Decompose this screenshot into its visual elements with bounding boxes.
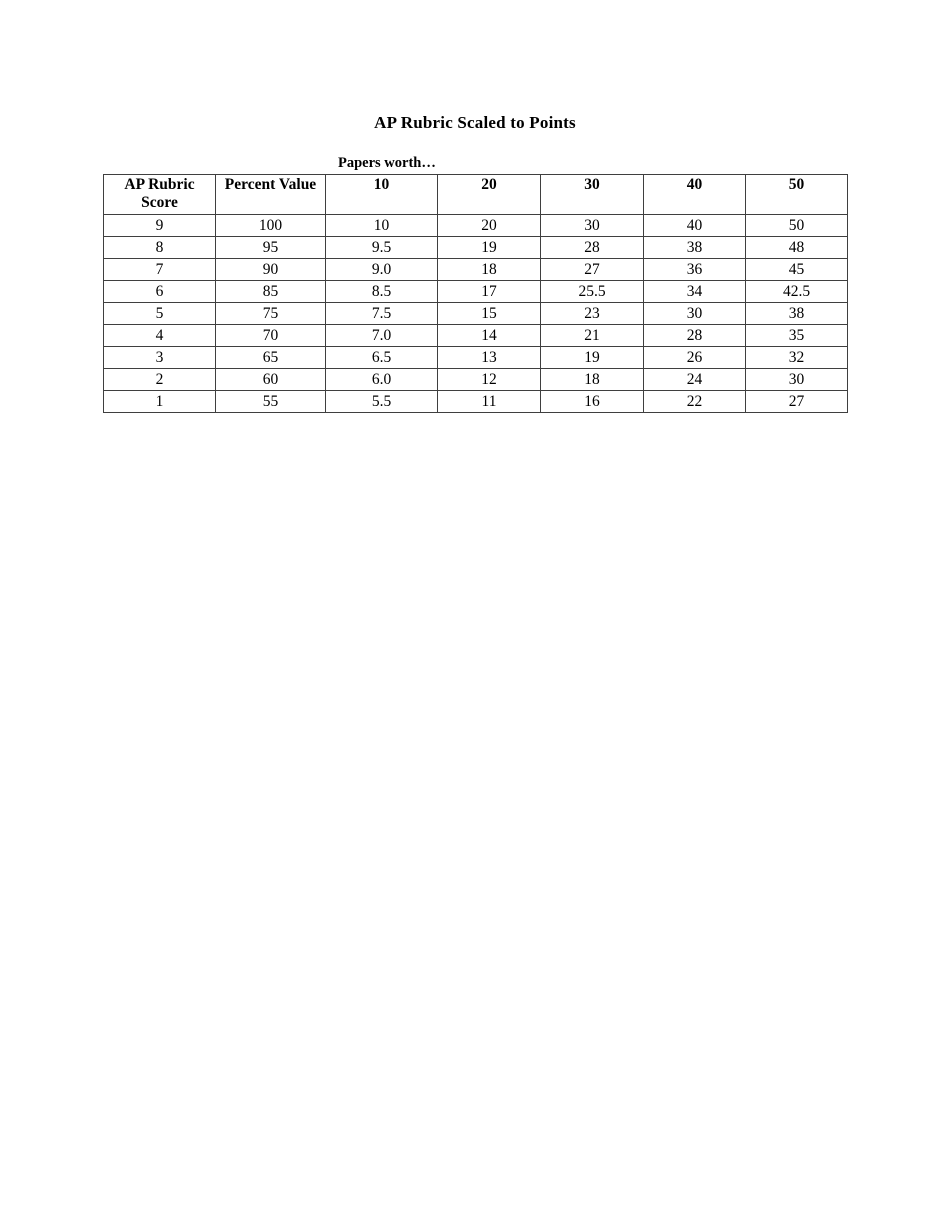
table-cell: 28 xyxy=(540,236,644,259)
table-cell: 19 xyxy=(540,346,644,369)
table-cell: 15 xyxy=(437,302,541,325)
table-cell: 12 xyxy=(437,368,541,391)
page-title: AP Rubric Scaled to Points xyxy=(374,113,576,132)
table-cell: 48 xyxy=(745,236,848,259)
table-row: 6 85 8.5 17 25.5 34 42.5 xyxy=(103,280,848,303)
table-cell: 26 xyxy=(643,346,746,369)
column-header: AP Rubric Score xyxy=(103,174,216,215)
table-cell: 9 xyxy=(103,214,216,237)
table-header-row: AP Rubric Score Percent Value 10 20 30 4… xyxy=(103,174,848,215)
table-cell: 8 xyxy=(103,236,216,259)
table-cell: 30 xyxy=(745,368,848,391)
table-cell: 6 xyxy=(103,280,216,303)
table-cell: 6.5 xyxy=(325,346,438,369)
column-header: 20 xyxy=(437,174,541,215)
table-cell: 85 xyxy=(215,280,326,303)
table-cell: 25.5 xyxy=(540,280,644,303)
table-cell: 17 xyxy=(437,280,541,303)
table-cell: 50 xyxy=(745,214,848,237)
table-cell: 18 xyxy=(437,258,541,281)
table-cell: 32 xyxy=(745,346,848,369)
table-cell: 24 xyxy=(643,368,746,391)
column-header: Percent Value xyxy=(215,174,326,215)
table-cell: 34 xyxy=(643,280,746,303)
rubric-table-section: Papers worth… AP Rubric Score Percent Va… xyxy=(103,155,848,413)
table-cell: 8.5 xyxy=(325,280,438,303)
table-cell: 38 xyxy=(745,302,848,325)
table-row: 1 55 5.5 11 16 22 27 xyxy=(103,390,848,413)
table-cell: 9.5 xyxy=(325,236,438,259)
table-cell: 42.5 xyxy=(745,280,848,303)
table-cell: 20 xyxy=(437,214,541,237)
column-header: 30 xyxy=(540,174,644,215)
table-body: 9 100 10 20 30 40 50 8 95 9.5 19 28 38 48 7 90 9.0 18 27 36… xyxy=(103,214,848,413)
table-cell: 7.5 xyxy=(325,302,438,325)
column-header: 10 xyxy=(325,174,438,215)
table-cell: 7.0 xyxy=(325,324,438,347)
table-cell: 90 xyxy=(215,258,326,281)
table-cell: 1 xyxy=(103,390,216,413)
table-caption: Papers worth… xyxy=(338,155,436,171)
table-cell: 60 xyxy=(215,368,326,391)
table-cell: 9.0 xyxy=(325,258,438,281)
column-header: 40 xyxy=(643,174,746,215)
table-cell: 27 xyxy=(540,258,644,281)
table-cell: 13 xyxy=(437,346,541,369)
table-cell: 35 xyxy=(745,324,848,347)
table-cell: 7 xyxy=(103,258,216,281)
table-cell: 22 xyxy=(643,390,746,413)
table-cell: 30 xyxy=(643,302,746,325)
table-cell: 16 xyxy=(540,390,644,413)
table-cell: 27 xyxy=(745,390,848,413)
table-row: 2 60 6.0 12 18 24 30 xyxy=(103,368,848,391)
table-cell: 11 xyxy=(437,390,541,413)
table-cell: 70 xyxy=(215,324,326,347)
table-cell: 21 xyxy=(540,324,644,347)
rubric-table: AP Rubric Score Percent Value 10 20 30 4… xyxy=(103,174,848,413)
table-cell: 5.5 xyxy=(325,390,438,413)
table-row: 3 65 6.5 13 19 26 32 xyxy=(103,346,848,369)
table-cell: 36 xyxy=(643,258,746,281)
table-cell: 4 xyxy=(103,324,216,347)
table-cell: 14 xyxy=(437,324,541,347)
table-cell: 65 xyxy=(215,346,326,369)
table-cell: 18 xyxy=(540,368,644,391)
table-cell: 38 xyxy=(643,236,746,259)
table-cell: 28 xyxy=(643,324,746,347)
table-row: 5 75 7.5 15 23 30 38 xyxy=(103,302,848,325)
table-cell: 2 xyxy=(103,368,216,391)
table-cell: 45 xyxy=(745,258,848,281)
table-cell: 3 xyxy=(103,346,216,369)
table-cell: 10 xyxy=(325,214,438,237)
table-row: 9 100 10 20 30 40 50 xyxy=(103,214,848,237)
table-row: 7 90 9.0 18 27 36 45 xyxy=(103,258,848,281)
table-cell: 55 xyxy=(215,390,326,413)
table-row: 4 70 7.0 14 21 28 35 xyxy=(103,324,848,347)
column-header: 50 xyxy=(745,174,848,215)
table-cell: 40 xyxy=(643,214,746,237)
table-cell: 5 xyxy=(103,302,216,325)
table-cell: 75 xyxy=(215,302,326,325)
table-cell: 100 xyxy=(215,214,326,237)
table-cell: 95 xyxy=(215,236,326,259)
table-cell: 6.0 xyxy=(325,368,438,391)
table-cell: 30 xyxy=(540,214,644,237)
table-cell: 23 xyxy=(540,302,644,325)
table-cell: 19 xyxy=(437,236,541,259)
table-row: 8 95 9.5 19 28 38 48 xyxy=(103,236,848,259)
